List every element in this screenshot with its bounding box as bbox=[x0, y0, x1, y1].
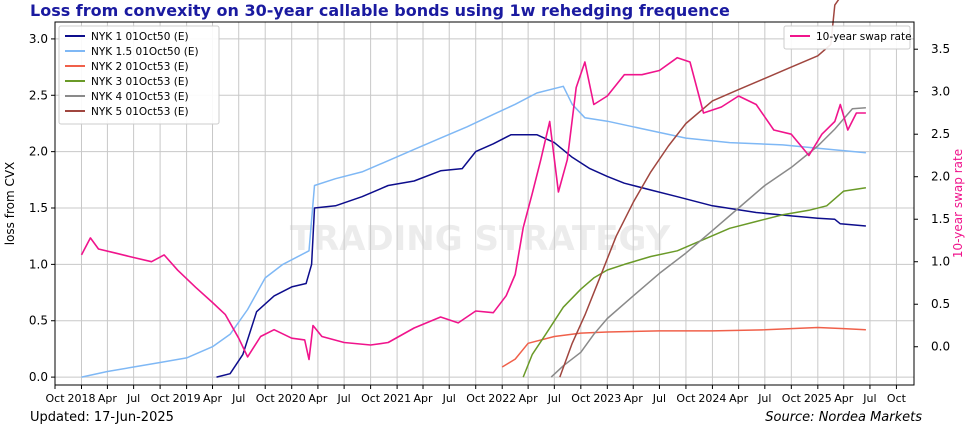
y-right-tick-label: 0.0 bbox=[931, 340, 950, 354]
y-left-tick-label: 2.5 bbox=[29, 88, 48, 102]
y-right-tick-label: 1.0 bbox=[931, 255, 950, 269]
y-right-tick-label: 3.5 bbox=[931, 42, 950, 56]
series-line-5 bbox=[550, 106, 866, 378]
series-line-4 bbox=[522, 186, 867, 378]
legend-entry-label: NYK 5 01Oct53 (E) bbox=[91, 106, 189, 118]
x-tick-label: Oct bbox=[256, 392, 276, 405]
x-tick-label: Jul bbox=[862, 392, 876, 405]
x-tick-label: Apr bbox=[729, 392, 749, 405]
x-tick-label: Oct bbox=[466, 392, 486, 405]
y-left-tick-label: 2.0 bbox=[29, 145, 48, 159]
x-tick-label: Oct bbox=[151, 392, 171, 405]
x-tick-label: 2024 bbox=[698, 392, 726, 405]
x-tick-label: 2019 bbox=[173, 392, 201, 405]
x-tick-label: 2021 bbox=[383, 392, 411, 405]
y-left-tick-label: 1.0 bbox=[29, 257, 48, 271]
x-tick-label: Apr bbox=[203, 392, 223, 405]
series-line-7 bbox=[80, 56, 866, 361]
x-tick-label: Oct bbox=[676, 392, 696, 405]
series-line-6 bbox=[559, 0, 840, 378]
series-line-1 bbox=[216, 133, 866, 378]
y-right-tick-label: 3.0 bbox=[931, 85, 950, 99]
y-left-tick-label: 1.5 bbox=[29, 201, 48, 215]
x-tick-label: 2025 bbox=[804, 392, 832, 405]
x-tick-label: Jul bbox=[652, 392, 666, 405]
y-left-tick-label: 3.0 bbox=[29, 32, 48, 46]
y-right-axis-label: 10-year swap rate bbox=[951, 149, 965, 258]
x-tick-label: 2018 bbox=[67, 392, 95, 405]
x-tick-label: Apr bbox=[624, 392, 644, 405]
x-tick-label: Oct bbox=[45, 392, 65, 405]
series-line-3 bbox=[501, 326, 866, 368]
y-left-tick-label: 0.5 bbox=[29, 314, 48, 328]
x-tick-label: 2023 bbox=[593, 392, 621, 405]
x-tick-label: Jul bbox=[442, 392, 456, 405]
legend-entry-label: NYK 4 01Oct53 (E) bbox=[91, 91, 189, 103]
x-tick-label: Oct bbox=[571, 392, 591, 405]
chart-title: Loss from convexity on 30-year callable … bbox=[30, 1, 730, 20]
x-tick-label: Apr bbox=[308, 392, 328, 405]
source-note: Source: Nordea Markets bbox=[765, 410, 922, 425]
x-tick-label: Apr bbox=[414, 392, 434, 405]
x-tick-label: Jul bbox=[126, 392, 140, 405]
x-tick-label: 2022 bbox=[488, 392, 516, 405]
x-tick-label: Oct bbox=[782, 392, 802, 405]
x-tick-label: Oct bbox=[887, 392, 907, 405]
x-tick-label: 2020 bbox=[278, 392, 306, 405]
x-tick-label: Jul bbox=[547, 392, 561, 405]
x-tick-label: Apr bbox=[519, 392, 539, 405]
legend-entry-label: NYK 2 01Oct53 (E) bbox=[91, 61, 189, 73]
x-tick-label: Oct bbox=[361, 392, 381, 405]
x-tick-label: Jul bbox=[231, 392, 245, 405]
y-left-axis-label: loss from CVX bbox=[3, 162, 17, 246]
y-right-tick-label: 2.0 bbox=[931, 170, 950, 184]
y-right-tick-label: 2.5 bbox=[931, 127, 950, 141]
legend-right-box bbox=[783, 25, 911, 50]
legend-left-box bbox=[58, 25, 220, 125]
x-tick-label: Jul bbox=[757, 392, 771, 405]
legend-entry-label: NYK 1 01Oct50 (E) bbox=[91, 31, 189, 43]
x-tick-label: Apr bbox=[98, 392, 118, 405]
legend-entry-label: NYK 1.5 01Oct50 (E) bbox=[91, 46, 199, 58]
updated-date: Updated: 17-Jun-2025 bbox=[30, 410, 174, 425]
plot-frame bbox=[54, 21, 915, 386]
series-line-2 bbox=[81, 85, 866, 378]
legend-entry-label: NYK 3 01Oct53 (E) bbox=[91, 76, 189, 88]
watermark-text: TRADING STRATEGY bbox=[290, 219, 671, 259]
x-tick-label: Jul bbox=[336, 392, 350, 405]
x-tick-label: Apr bbox=[834, 392, 854, 405]
y-right-tick-label: 1.5 bbox=[931, 212, 950, 226]
y-left-tick-label: 0.0 bbox=[29, 370, 48, 384]
legend-entry-label: 10-year swap rate bbox=[816, 31, 912, 43]
y-right-tick-label: 0.5 bbox=[931, 297, 950, 311]
